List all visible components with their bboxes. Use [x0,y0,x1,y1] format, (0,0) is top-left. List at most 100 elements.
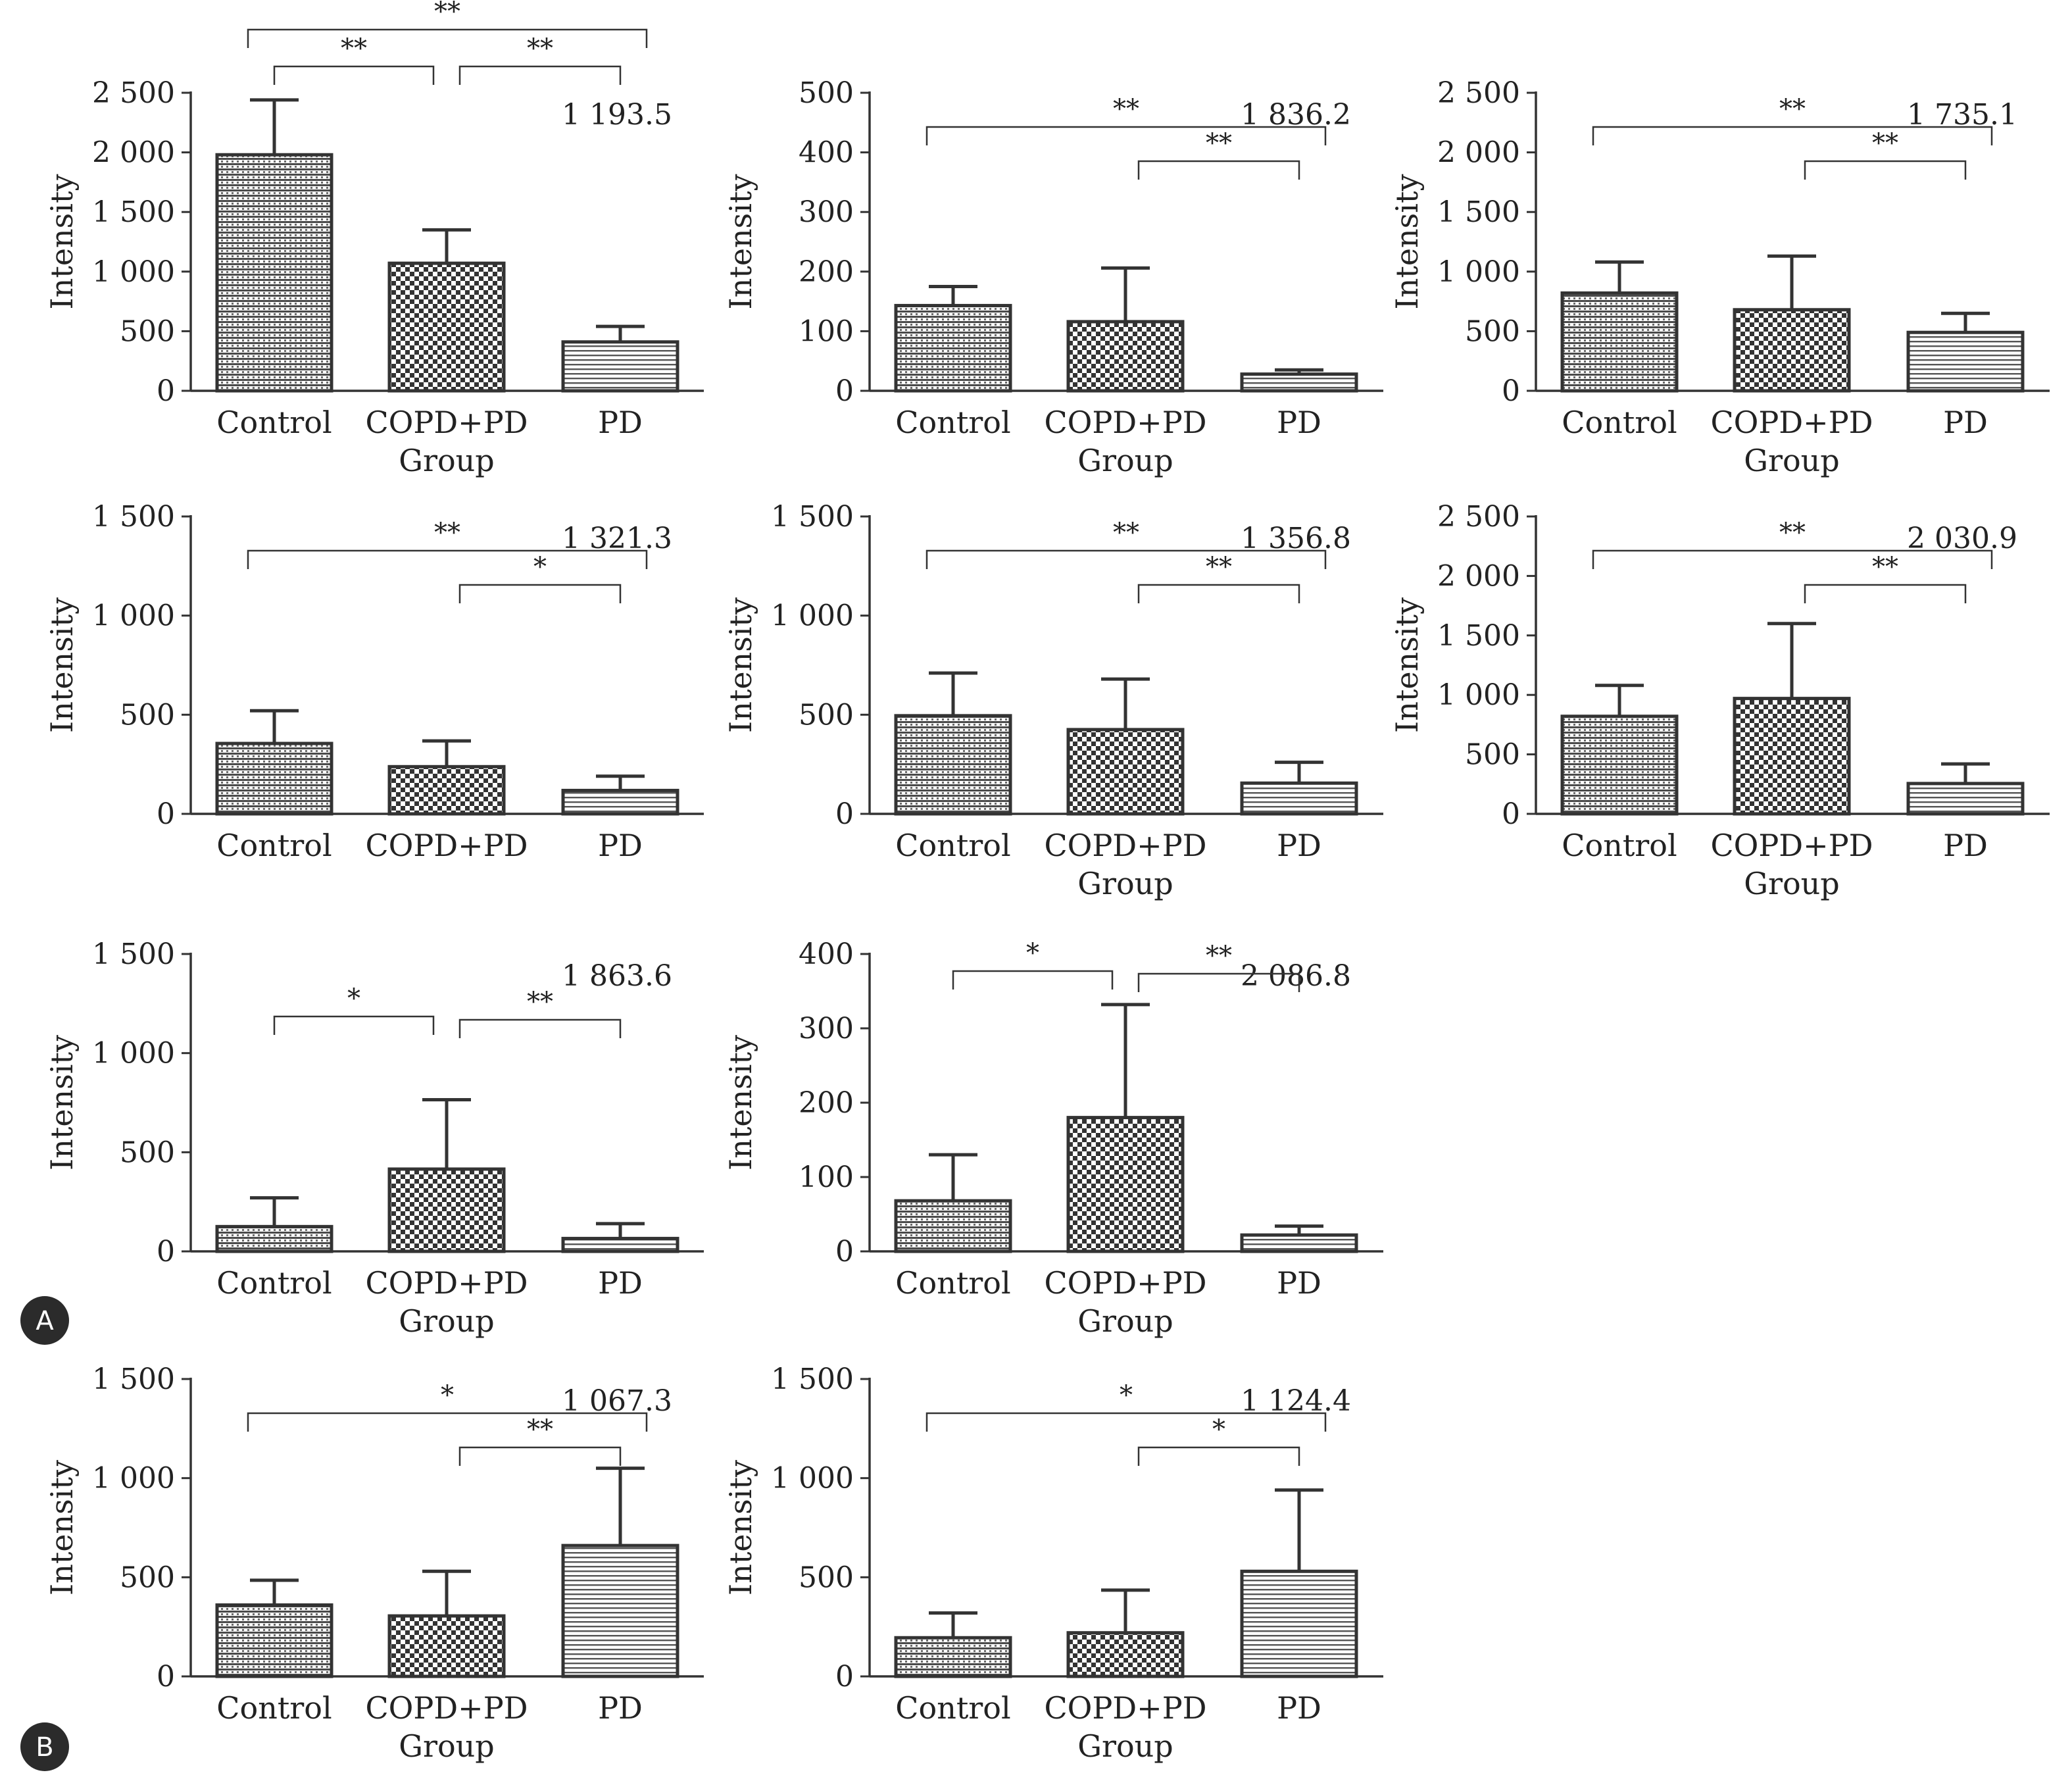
chart-6-annotation: 2 030.9 [1907,522,2017,555]
chart-7-y-axis-label: Intensity [44,1035,80,1170]
chart-4-annotation: 1 321.3 [562,522,672,555]
chart-6-y-tick-label: 500 [1465,738,1520,772]
chart-8-significance-label: * [1026,938,1039,968]
chart-1-x-axis-label: Group [399,443,495,478]
chart-1-category-label: PD [598,405,643,440]
chart-8-x-axis-label: Group [1077,1303,1173,1339]
chart-4-bar-2 [387,765,506,816]
chart-9-significance-label: ** [527,1415,553,1445]
chart-8-bar-1 [894,1199,1012,1253]
chart-10-category-label: COPD+PD [1044,1690,1206,1726]
chart-5-x-axis-label: Group [1077,866,1173,901]
chart-1-bar-2 [387,261,506,393]
chart-7-y-tick-label: 1 500 [92,938,175,971]
chart-3-y-tick-label: 1 000 [1437,255,1520,289]
chart-7-x-axis-label: Group [399,1303,495,1339]
chart-3-bar-3 [1906,330,2025,393]
chart-6-category-label: Control [1562,828,1677,863]
chart-9-bar-1 [215,1603,333,1678]
chart-4-significance-bracket [458,584,622,603]
chart-2-y-tick-label: 0 [835,374,854,408]
chart-7-y-tick-label: 500 [120,1136,175,1169]
chart-6-y-tick-label: 0 [1502,797,1520,831]
chart-7-category-label: Control [216,1265,332,1301]
chart-7-y-tick-label: 1 000 [92,1037,175,1070]
chart-8-y-tick-label: 400 [799,938,854,971]
chart-2: 0 100 200 300 400 500 Control COPD+PD PD Group Int… [723,76,1383,478]
chart-5-significance-label: ** [1113,518,1139,548]
chart-1-y-tick-label: 2 000 [92,136,175,170]
chart-10-bar-1 [894,1636,1012,1678]
chart-9-y-tick-label: 0 [157,1660,175,1693]
chart-8-bar-2 [1066,1116,1185,1253]
chart-10-category-label: Control [895,1690,1010,1726]
chart-10-y-axis-label: Intensity [723,1460,758,1595]
chart-5-category-label: PD [1277,828,1321,863]
chart-4-y-tick-label: 1 500 [92,500,175,534]
chart-3-y-axis-label: Intensity [1389,174,1425,310]
chart-2-y-axis-label: Intensity [723,174,758,310]
chart-10-significance-label: * [1212,1415,1225,1445]
chart-4-y-tick-label: 1 000 [92,599,175,633]
chart-5-significance-label: ** [1206,552,1232,582]
chart-2-annotation: 1 836.2 [1241,98,1351,132]
chart-7-bar-2 [387,1167,506,1253]
chart-5-y-tick-label: 500 [799,698,854,732]
chart-2-category-label: PD [1277,405,1321,440]
chart-2-significance-label: ** [1113,94,1139,124]
chart-7: 0 500 1 000 1 500 Control COPD+PD PD Group Inten… [44,938,704,1339]
chart-3: 0 500 1 000 1 500 2 000 2 500 Control COPD+PD PD… [1389,76,2050,478]
panel-label-a-circle [20,1296,69,1345]
chart-4-significance-bracket [247,549,648,569]
chart-1-category-label: Control [216,405,332,440]
panel-label-b: B [20,1722,69,1771]
chart-9-bar-3 [561,1543,679,1678]
chart-4-category-label: COPD+PD [365,828,528,863]
chart-6-category-label: COPD+PD [1710,828,1873,863]
chart-6-significance-label: ** [1779,518,1806,548]
chart-3-significance-label: ** [1779,94,1806,124]
chart-4-y-tick-label: 0 [157,797,175,831]
chart-1-y-tick-label: 1 000 [92,255,175,289]
chart-10-bar-3 [1240,1569,1358,1678]
chart-5-y-tick-label: 0 [835,797,854,831]
chart-1-significance-bracket [273,65,435,85]
chart-1-category-label: COPD+PD [365,405,528,440]
chart-9-y-tick-label: 1 000 [92,1462,175,1495]
chart-6-y-axis-label: Intensity [1389,597,1425,733]
chart-6-significance-bracket [1592,549,1993,569]
chart-8-significance-bracket [952,970,1114,990]
chart-6: 0 500 1 000 1 500 2 000 2 500 Control COPD+PD PD… [1389,500,2050,901]
chart-8-y-tick-label: 0 [835,1235,854,1268]
chart-1-y-axis-label: Intensity [44,174,80,310]
chart-3-bar-1 [1560,291,1679,393]
chart-1-annotation: 1 193.5 [562,98,672,132]
chart-7-significance-bracket [273,1015,435,1035]
chart-8-category-label: Control [895,1265,1010,1301]
chart-10-x-axis-label: Group [1077,1728,1173,1764]
chart-3-x-axis-label: Group [1744,443,1840,478]
chart-4: 0 500 1 000 1 500 Control COPD+PD PD Intensity 1… [44,500,704,863]
chart-10-category-label: PD [1277,1690,1321,1726]
chart-3-category-label: PD [1943,405,1988,440]
chart-10-y-tick-label: 1 500 [771,1363,854,1396]
chart-5-significance-bracket [1137,584,1300,603]
chart-3-y-tick-label: 500 [1465,314,1520,348]
chart-6-bar-1 [1560,715,1679,816]
chart-4-significance-label: * [533,552,547,582]
chart-1-y-tick-label: 0 [157,374,175,408]
chart-3-significance-bracket [1804,160,1967,180]
chart-1-significance-label: ** [527,34,553,64]
chart-4-bar-3 [561,788,679,816]
chart-10-significance-bracket [925,1412,1327,1432]
chart-3-significance-label: ** [1872,128,1898,159]
panel-letters-layer: A B [20,1296,69,1771]
chart-3-y-tick-label: 1 500 [1437,195,1520,229]
chart-5-y-tick-label: 1 500 [771,500,854,534]
chart-2-y-tick-label: 100 [799,314,854,348]
chart-6-significance-label: ** [1872,552,1898,582]
chart-5-category-label: COPD+PD [1044,828,1206,863]
chart-10: 0 500 1 000 1 500 Control COPD+PD PD Group Inten… [723,1363,1383,1764]
chart-5-bar-2 [1066,728,1185,816]
chart-5-bar-1 [894,714,1012,816]
